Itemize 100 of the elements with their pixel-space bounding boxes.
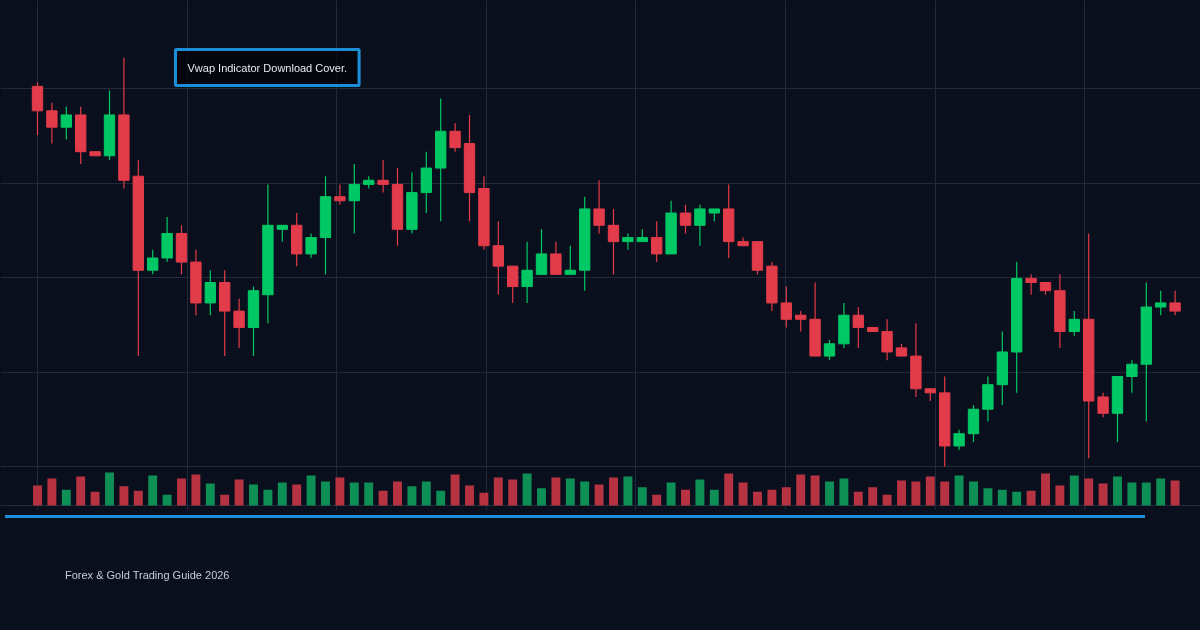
candlestick [1155,290,1167,316]
bar [76,476,86,506]
candlestick [852,306,864,349]
bar [1041,473,1050,506]
text: Forex & Gold Trading Guide 2026 [65,568,231,583]
candlestick [492,220,504,296]
bar [522,473,532,506]
candlestick [1097,392,1109,418]
bar [695,479,705,506]
bar [1098,483,1108,506]
bar [1113,476,1122,506]
candlestick [1126,359,1138,394]
bar [479,492,489,506]
bar [882,494,892,506]
bar [1084,478,1094,506]
candlestick [449,122,461,153]
bar [637,487,647,506]
bar [594,484,604,506]
bar [1156,478,1166,506]
candlestick [305,232,317,259]
bar [1141,482,1151,506]
bar [853,491,863,506]
candlestick [147,249,159,275]
bar [767,489,777,506]
bar [105,472,114,506]
bar [580,481,590,506]
bar [162,494,172,506]
bar [407,486,417,506]
candlestick [550,241,562,275]
bar [493,477,503,506]
bar [249,484,258,506]
bar [508,479,518,506]
bar [997,489,1007,506]
bar [349,482,359,506]
bar [983,488,993,506]
bar [709,489,719,506]
bar [1012,491,1022,506]
bar [681,489,690,506]
bar [148,475,158,506]
bar [623,476,633,506]
candlestick [795,310,807,333]
candlestick [953,429,965,451]
bar [565,478,575,506]
candlestick [535,228,548,275]
candlestick [60,106,72,141]
bar [897,480,906,506]
bar [839,478,849,506]
bar [33,485,42,506]
bar [263,489,273,506]
bar [652,494,662,506]
candlestick [348,163,360,235]
bar [551,477,561,506]
candlestick [651,220,663,263]
bar [868,487,878,506]
bar [234,479,244,506]
candlestick [607,208,620,275]
bar [364,482,374,506]
bar [321,481,330,506]
bar [191,474,201,506]
candlestick [521,241,533,304]
candlestick [334,183,346,206]
bar [796,474,806,506]
bar [436,490,446,506]
candlestick [377,159,389,194]
bar [724,473,734,506]
candlestick [564,245,576,275]
bar [450,474,460,506]
bar [810,475,820,506]
bar [738,482,748,506]
candlestick [679,204,692,235]
bar [537,488,546,506]
candlestick [881,318,893,361]
bar [119,486,129,506]
candlestick [823,339,836,361]
candlestick [1068,310,1080,337]
candlestick [694,204,706,247]
bar [220,494,230,506]
bar [1127,482,1137,506]
bar [335,477,345,506]
bar [306,475,316,506]
candlestick [233,298,245,349]
bar [61,489,71,506]
bar [911,481,921,506]
bar [277,482,287,506]
bar [954,475,964,506]
bar [925,476,935,506]
candlestick [593,179,605,235]
chart-title: Vwap Indicator Download Cover. [187,61,348,74]
candlestick [46,102,58,145]
bar [292,484,302,506]
bar [47,478,57,506]
candlestick [507,265,519,304]
candlestick [622,232,634,251]
bar [177,478,186,506]
bar [465,485,474,506]
bar [378,490,388,506]
bar [825,481,834,506]
bar [393,481,402,506]
bar [421,481,431,506]
bar [205,483,215,506]
